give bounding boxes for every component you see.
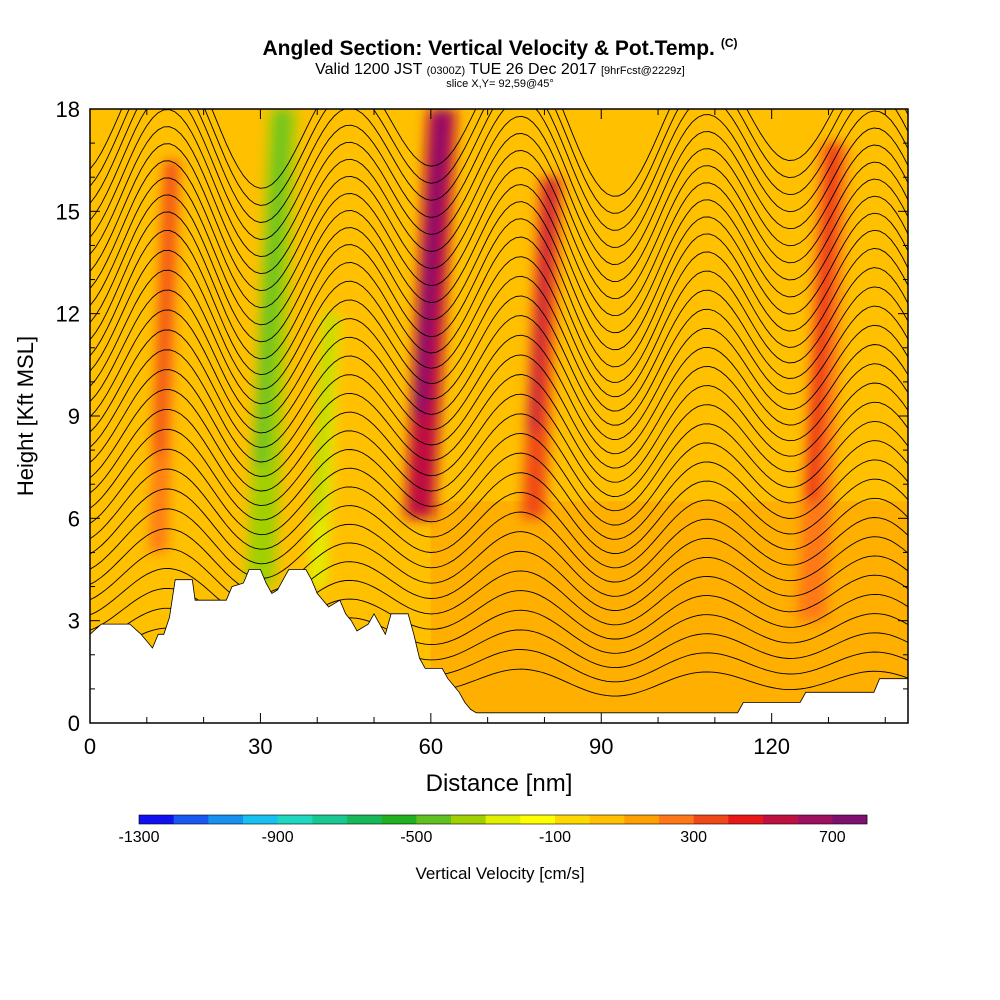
- velocity-core-4: [528, 177, 556, 434]
- valid-date: TUE 26 Dec 2017: [469, 61, 597, 78]
- colorbar-tick-label: -500: [400, 829, 433, 846]
- colorbar-tick-label: 700: [818, 829, 846, 846]
- valid-time-line: Valid 1200 JST (0300Z) TUE 26 Dec 2017 […: [0, 61, 1000, 79]
- chart-title: Angled Section: Vertical Velocity & Pot.…: [0, 36, 1000, 61]
- colorbar: [138, 814, 868, 825]
- theta-contour-17: [90, 329, 908, 455]
- theta-contour-28: [90, 126, 908, 282]
- colorbar-swatch: [763, 815, 798, 824]
- y-tick-label: 18: [56, 97, 80, 122]
- colorbar-swatch: [624, 815, 660, 824]
- theta-contour-20: [90, 269, 908, 412]
- theta-contour-19: [90, 289, 908, 426]
- colorbar-frame: [138, 814, 868, 825]
- colorbar-swatch: [312, 815, 348, 824]
- colorbar-swatch: [451, 815, 486, 824]
- colorbar-swatch: [277, 815, 313, 824]
- valid-prefix: Valid 1200 JST: [315, 61, 423, 78]
- colorbar-swatch: [589, 815, 625, 824]
- colorbar-swatch: [381, 815, 417, 824]
- colorbar-swatch: [173, 815, 209, 824]
- colorbar-swatch: [139, 815, 174, 824]
- theta-contour-9: [90, 488, 908, 569]
- x-axis: 0 30 60 90 120 Distance [nm]: [84, 109, 886, 797]
- theta-contour-6: [90, 548, 908, 611]
- x-tick-label: 0: [84, 734, 96, 759]
- theta-contour-29: [90, 109, 908, 265]
- colorbar-swatch: [797, 815, 833, 824]
- y-tick-label: 3: [68, 609, 80, 634]
- theta-contour-21: [90, 249, 908, 398]
- forecast-info: [9hrFcst@2229z]: [600, 65, 685, 77]
- theta-contour-7: [90, 528, 908, 597]
- x-axis-label: Distance [nm]: [426, 770, 573, 797]
- theta-contour-25: [90, 177, 908, 334]
- y-tick-label: 6: [68, 506, 80, 531]
- velocity-core-2: [313, 313, 335, 519]
- colorbar-swatch: [832, 815, 868, 824]
- y-axis-label: Height [Kft MSL]: [13, 336, 38, 496]
- theta-contour-14: [90, 389, 908, 497]
- plot-area: [90, 109, 908, 723]
- theta-contour-32: [90, 109, 908, 214]
- x-tick-label: 60: [419, 734, 443, 759]
- theta-contour-12: [90, 428, 908, 526]
- theta-contour-13: [90, 408, 908, 512]
- colorbar-tick-label: 300: [680, 829, 708, 846]
- chart-title-text: Angled Section: Vertical Velocity & Pot.…: [262, 37, 715, 60]
- colorbar-tick-label: -1300: [118, 829, 160, 846]
- theta-contour-31: [90, 109, 908, 231]
- theta-contour-27: [90, 143, 908, 300]
- y-tick-label: 0: [68, 711, 80, 736]
- colorbar-swatch: [555, 815, 590, 824]
- velocity-core-3: [413, 109, 448, 416]
- colorbar-swatch: [659, 815, 694, 824]
- theta-contour-10: [90, 468, 908, 554]
- theta-contour-23: [90, 211, 908, 368]
- valid-utc: (0300Z): [426, 65, 466, 77]
- colorbar-swatch: [485, 815, 521, 824]
- y-axis: 0 3 6 9 12 15 18 Height [Kft MSL]: [13, 97, 908, 736]
- theta-contour-26: [90, 160, 908, 317]
- y-tick-label: 15: [56, 199, 80, 224]
- colorbar-swatch: [416, 815, 452, 824]
- y-tick-label: 12: [56, 302, 80, 327]
- colorbar-swatch: [347, 815, 382, 824]
- theta-contour-15: [90, 369, 908, 483]
- theta-contour-16: [90, 349, 908, 469]
- slice-info: slice X,Y= 92,59@45°: [446, 78, 554, 90]
- theta-contour-22: [90, 229, 908, 383]
- theta-contour-24: [90, 194, 908, 351]
- terrain-mask: [90, 569, 908, 723]
- velocity-core-1: [254, 109, 289, 468]
- x-tick-label: 120: [753, 734, 790, 759]
- chart-title-unit: (C): [720, 36, 738, 50]
- x-tick-label: 30: [248, 734, 272, 759]
- velocity-core-0: [154, 160, 176, 455]
- colorbar-swatch: [728, 815, 764, 824]
- colorbar-swatch: [208, 815, 244, 824]
- y-tick-label: 9: [68, 404, 80, 429]
- theta-contour-11: [90, 448, 908, 540]
- colorbar-swatch: [243, 815, 278, 824]
- colorbar-title: Vertical Velocity [cm/s]: [415, 864, 585, 883]
- colorbar-swatch: [693, 815, 729, 824]
- colorbar-tick-label: -900: [261, 829, 294, 846]
- velocity-lowlevel-band: [430, 501, 908, 723]
- theta-contour-18: [90, 309, 908, 440]
- theta-contour-30: [90, 109, 908, 248]
- colorbar-swatch: [520, 815, 556, 824]
- theta-contour-33: [90, 109, 835, 197]
- theta-contour-8: [90, 508, 908, 583]
- x-tick-label: 90: [589, 734, 613, 759]
- colorbar-tick-label: -100: [538, 829, 572, 846]
